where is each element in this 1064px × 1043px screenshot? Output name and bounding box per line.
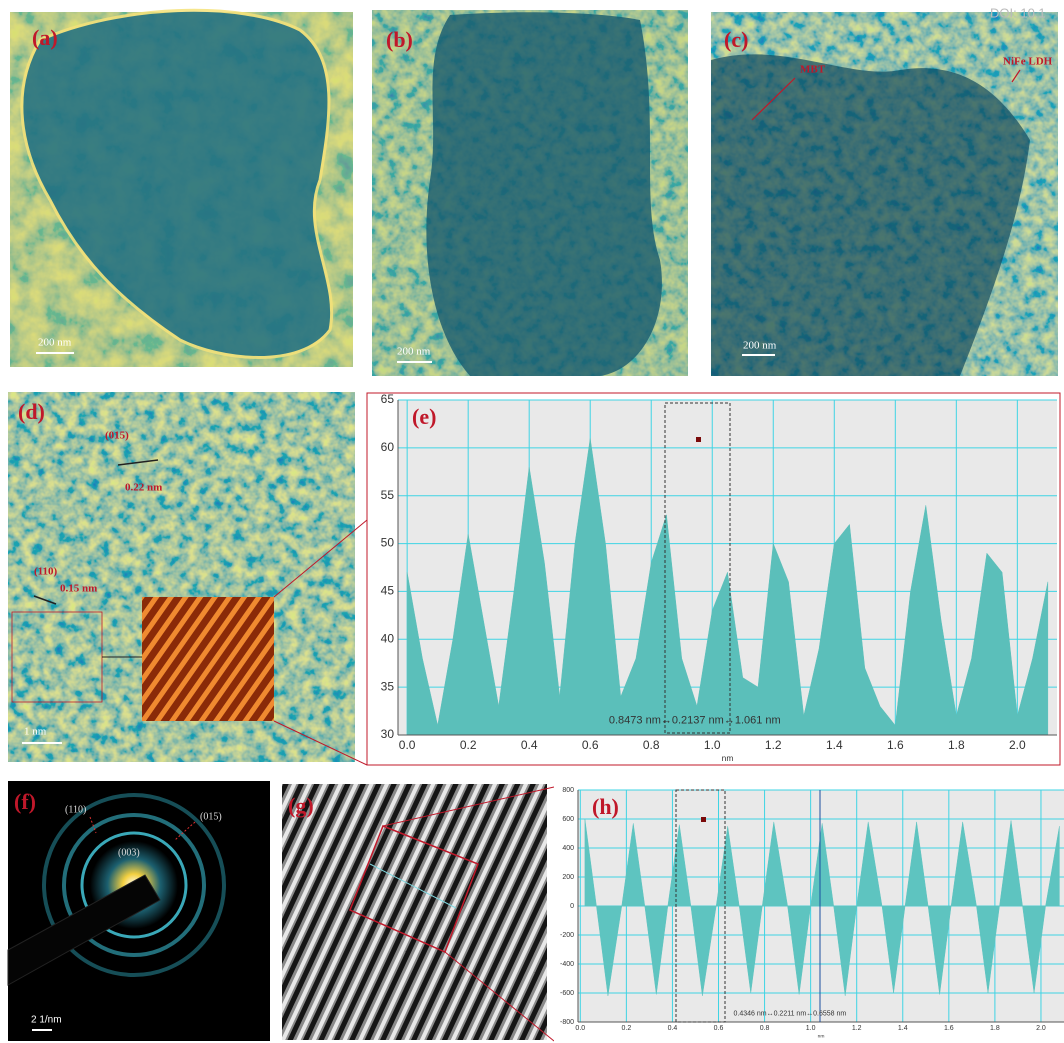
y-tick-label: -600 xyxy=(560,990,574,997)
x-tick-label: 1.2 xyxy=(765,738,782,752)
x-tick-label: 0.2 xyxy=(622,1025,632,1032)
y-tick-label: 65 xyxy=(381,392,395,406)
zoom-inset xyxy=(142,597,274,721)
x-tick-label: 1.6 xyxy=(887,738,904,752)
y-tick-label: 55 xyxy=(381,488,395,502)
x-tick-label: 1.8 xyxy=(948,738,965,752)
x-tick-label: 0.8 xyxy=(643,738,660,752)
x-axis-label: nm xyxy=(722,753,734,763)
x-tick-label: 0.8 xyxy=(760,1025,770,1032)
scale-bar-label: 1 nm xyxy=(24,726,47,738)
figure: (a) 200 nm (b) 200 nm (c) MBT NiFe LDH 2… xyxy=(0,0,1064,1043)
y-tick-label: 45 xyxy=(381,584,395,598)
x-tick-label: 1.4 xyxy=(898,1025,908,1032)
y-tick-label: 400 xyxy=(562,845,574,852)
x-tick-label: 2.0 xyxy=(1009,738,1026,752)
annotation: 0.15 nm xyxy=(60,583,97,595)
y-tick-label: 600 xyxy=(562,816,574,823)
panel-label: (c) xyxy=(724,27,748,52)
scale-bar-label: 200 nm xyxy=(743,340,777,352)
annotation: (015) xyxy=(200,811,222,822)
doi: DOI: 10.1 xyxy=(990,5,1046,20)
panel-label: (f) xyxy=(14,789,36,814)
panel-label: (d) xyxy=(18,399,45,424)
panel-b: (b) 200 nm xyxy=(372,10,688,376)
x-tick-label: 1.6 xyxy=(944,1025,954,1032)
panel-a: (a) 200 nm xyxy=(10,10,353,367)
particle xyxy=(426,12,662,376)
panel-label: (g) xyxy=(288,793,314,818)
scale-bar-label: 200 nm xyxy=(397,346,431,358)
y-tick-label: 40 xyxy=(381,631,395,645)
x-tick-label: 0.0 xyxy=(399,738,416,752)
panel-d: (d) (015) 0.22 nm (110) 0.15 nm 1 nm xyxy=(8,392,367,765)
annotation: (015) xyxy=(105,430,129,442)
annotation: (110) xyxy=(34,566,58,578)
annotation: MBT xyxy=(800,64,826,76)
y-tick-label: 60 xyxy=(381,440,395,454)
x-tick-label: 0.0 xyxy=(575,1025,585,1032)
panel-label: (e) xyxy=(412,404,436,429)
y-tick-label: -200 xyxy=(560,932,574,939)
x-tick-label: 0.6 xyxy=(714,1025,724,1032)
y-tick-label: -800 xyxy=(560,1019,574,1026)
measurement: 0.4346 nm↔0.2211 nm↔0.6558 nm xyxy=(734,1010,847,1017)
panel-label: (h) xyxy=(592,794,619,819)
x-tick-label: 1.4 xyxy=(826,738,843,752)
y-tick-label: 30 xyxy=(381,727,395,741)
cursor-marker xyxy=(701,817,706,822)
panel-label: (b) xyxy=(386,27,413,52)
ifft-image xyxy=(282,784,547,1040)
measurement: 0.8473 nm↔0.2137 nm↔1.061 nm xyxy=(609,715,781,727)
scale-bar-label: 200 nm xyxy=(38,337,72,349)
panel-f: (f) (110) (003) (015) 2 1/nm xyxy=(8,781,270,1041)
y-tick-label: 200 xyxy=(562,874,574,881)
annotation: NiFe LDH xyxy=(1003,56,1053,68)
y-tick-label: 800 xyxy=(562,787,574,794)
panel-label: (a) xyxy=(32,25,58,50)
y-tick-label: 35 xyxy=(381,679,395,693)
x-tick-label: 0.4 xyxy=(521,738,538,752)
x-tick-label: 1.0 xyxy=(704,738,721,752)
scale-bar-label: 2 1/nm xyxy=(31,1015,62,1026)
x-tick-label: 0.6 xyxy=(582,738,599,752)
x-tick-label: 1.0 xyxy=(806,1025,816,1032)
annotation: 0.22 nm xyxy=(125,482,162,494)
annotation: (110) xyxy=(65,804,86,815)
panel-g: (g) xyxy=(282,784,554,1041)
panel-c: (c) MBT NiFe LDH 200 nm xyxy=(711,12,1058,376)
x-axis-label: nm xyxy=(818,1034,825,1039)
y-tick-label: -400 xyxy=(560,961,574,968)
x-tick-label: 1.2 xyxy=(852,1025,862,1032)
x-tick-label: 1.8 xyxy=(990,1025,1000,1032)
y-tick-label: 50 xyxy=(381,536,395,550)
x-tick-label: 0.4 xyxy=(668,1025,678,1032)
cursor-marker xyxy=(696,437,701,442)
annotation: (003) xyxy=(118,847,140,858)
x-tick-label: 0.2 xyxy=(460,738,477,752)
y-tick-label: 0 xyxy=(570,903,574,910)
x-tick-label: 2.0 xyxy=(1036,1025,1046,1032)
